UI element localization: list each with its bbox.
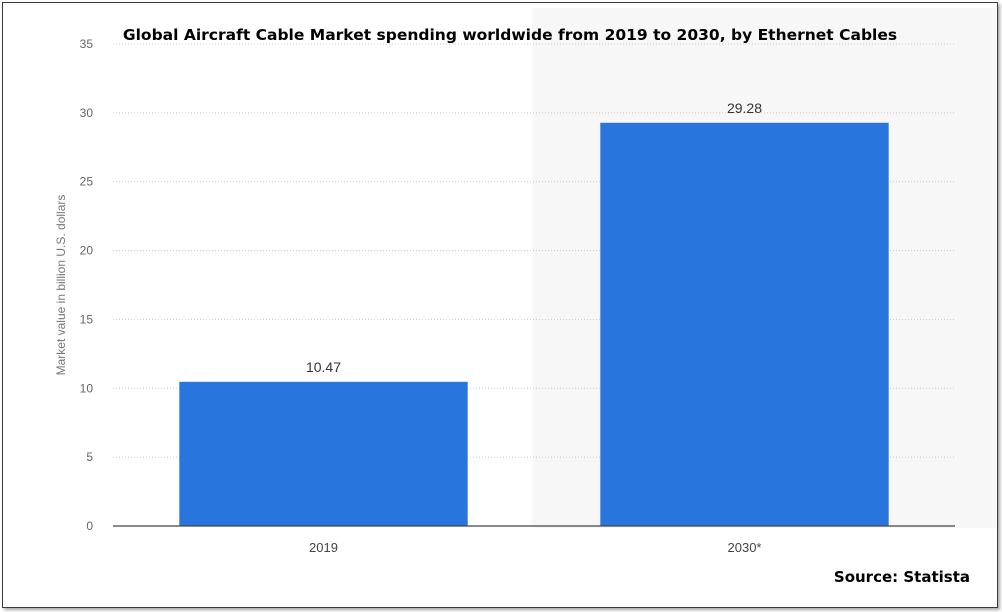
y-axis-ticks: 0 5 10 15 20 25 30 35 [80, 37, 94, 533]
bar-value-label: 10.47 [306, 359, 341, 375]
y-tick-label: 20 [80, 244, 94, 258]
y-tick-label: 35 [80, 37, 94, 51]
x-tick-label: 2019 [309, 540, 338, 555]
chart-title: Global Aircraft Cable Market spending wo… [123, 26, 897, 44]
source-note: Source: Statista [834, 568, 970, 586]
x-axis-labels: 2019 2030* [309, 540, 761, 555]
gridlines [113, 43, 955, 458]
y-axis-label: Market value in billion U.S. dollars [54, 195, 68, 376]
y-tick-label: 25 [80, 175, 94, 189]
y-tick-label: 0 [86, 519, 93, 533]
y-tick-label: 10 [80, 381, 94, 395]
bar-value-label: 29.28 [727, 100, 762, 116]
bar [600, 122, 889, 526]
bar [179, 381, 468, 526]
y-tick-label: 30 [80, 106, 94, 120]
y-tick-label: 5 [86, 450, 93, 464]
x-tick-label: 2030* [728, 540, 762, 555]
bars: 10.47 29.28 [179, 100, 889, 526]
y-tick-label: 15 [80, 312, 94, 326]
